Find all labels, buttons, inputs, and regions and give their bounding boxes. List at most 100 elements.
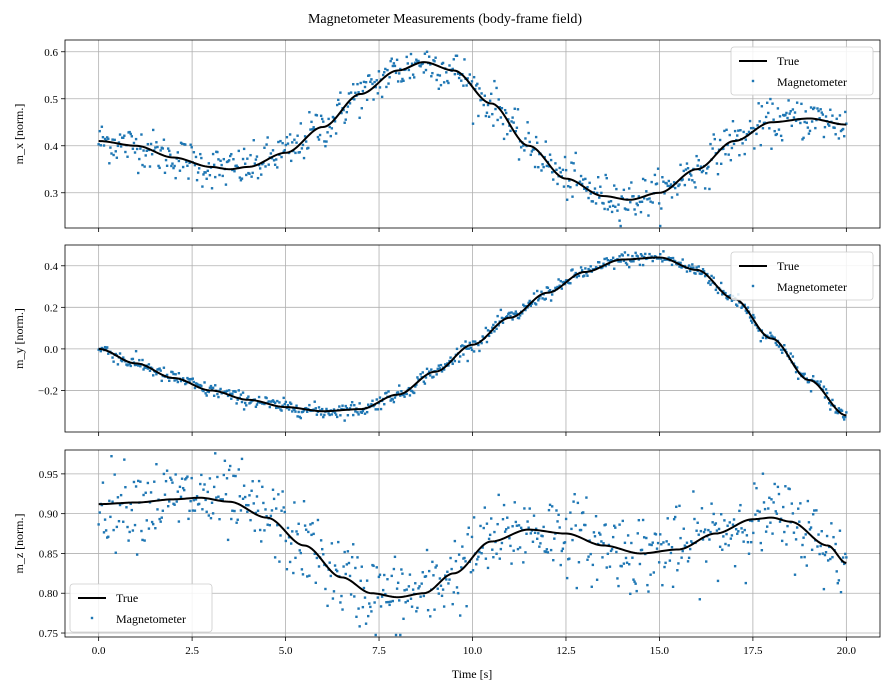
data-point: [152, 374, 155, 377]
data-point: [315, 413, 319, 416]
y-axis-label: m_y [norm.]: [12, 308, 26, 369]
data-point: [575, 586, 578, 590]
data-point: [125, 506, 128, 509]
data-point: [161, 509, 165, 512]
data-point: [559, 279, 562, 283]
data-point: [284, 400, 288, 404]
data-point: [528, 507, 531, 510]
data-point: [225, 389, 229, 393]
data-point: [239, 509, 243, 512]
data-point: [355, 615, 358, 619]
data-point: [751, 519, 754, 523]
data-point: [255, 403, 259, 406]
data-point: [434, 566, 437, 569]
data-point: [726, 524, 729, 527]
data-point: [709, 283, 712, 286]
data-point: [608, 205, 612, 208]
data-point: [557, 278, 560, 281]
data-point: [722, 289, 725, 293]
data-point: [746, 540, 750, 544]
data-point: [547, 508, 551, 512]
data-point: [816, 545, 819, 548]
data-point: [614, 526, 617, 529]
data-point: [637, 518, 641, 522]
data-point: [269, 514, 273, 518]
data-point: [562, 185, 566, 188]
data-point: [114, 150, 117, 153]
data-point: [821, 552, 825, 555]
data-point: [749, 126, 753, 130]
data-point: [377, 575, 381, 579]
data-point: [500, 106, 504, 110]
data-point: [651, 541, 654, 544]
data-point: [685, 541, 689, 544]
data-point: [433, 60, 436, 63]
data-point: [205, 394, 208, 397]
data-point: [371, 399, 374, 402]
data-point: [294, 151, 297, 155]
data-point: [273, 401, 277, 405]
data-point: [744, 138, 748, 141]
data-point: [361, 409, 365, 413]
data-point: [387, 82, 390, 85]
data-point: [521, 312, 524, 315]
data-point: [501, 122, 505, 126]
data-point: [523, 507, 526, 510]
data-point: [126, 364, 129, 367]
data-point: [476, 82, 479, 86]
data-point: [668, 185, 672, 188]
data-point: [199, 152, 202, 156]
data-point: [777, 128, 781, 131]
data-point: [278, 560, 281, 563]
data-point: [431, 560, 434, 564]
data-point: [671, 256, 675, 260]
data-point: [826, 559, 830, 562]
data-point: [611, 256, 615, 259]
data-point: [761, 127, 765, 130]
data-point: [518, 314, 522, 317]
data-point: [825, 391, 829, 395]
data-point: [809, 390, 813, 393]
data-point: [455, 586, 459, 589]
data-point: [825, 534, 829, 538]
data-point: [126, 155, 129, 158]
data-point: [813, 106, 816, 109]
data-point: [817, 533, 820, 536]
data-point: [660, 207, 663, 210]
data-point: [141, 163, 144, 167]
data-point: [158, 367, 161, 370]
data-point: [174, 176, 177, 180]
data-point: [646, 583, 649, 587]
data-point: [251, 480, 254, 483]
data-point: [275, 507, 278, 510]
data-point: [264, 508, 267, 511]
data-point: [485, 111, 489, 114]
data-point: [308, 111, 311, 114]
data-point: [243, 401, 247, 405]
data-point: [803, 555, 806, 559]
data-point: [780, 351, 784, 354]
data-point: [232, 474, 235, 478]
data-point: [362, 80, 366, 84]
data-point: [243, 495, 247, 499]
data-point: [193, 386, 197, 390]
data-point: [419, 373, 422, 376]
data-point: [378, 573, 382, 576]
data-point: [417, 587, 420, 590]
data-point: [475, 84, 478, 87]
data-point: [205, 177, 208, 180]
data-point: [586, 558, 589, 561]
data-point: [802, 136, 805, 140]
data-point: [723, 519, 726, 522]
data-point: [580, 269, 584, 272]
data-point: [413, 391, 416, 395]
data-point: [340, 594, 343, 598]
data-point: [153, 480, 156, 483]
data-point: [241, 391, 245, 394]
data-point: [613, 184, 616, 187]
data-point: [531, 540, 535, 543]
data-point: [461, 344, 464, 347]
data-point: [801, 372, 804, 376]
data-point: [293, 501, 296, 504]
data-point: [497, 493, 500, 497]
